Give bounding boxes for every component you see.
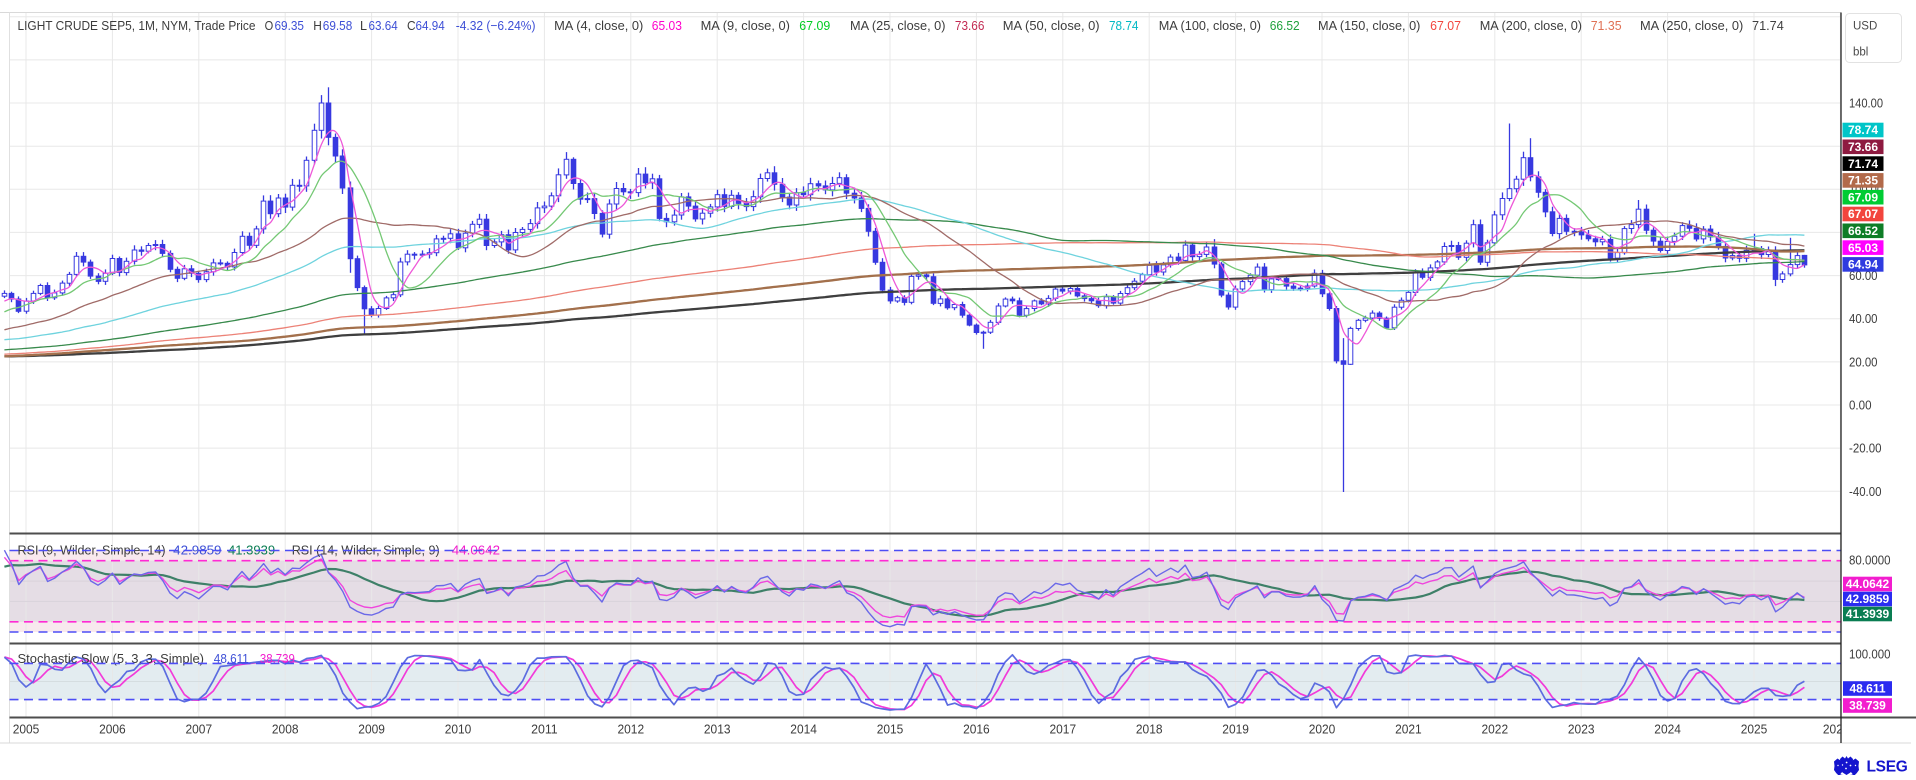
svg-text:-20.00: -20.00 <box>1849 441 1882 456</box>
svg-text:2025: 2025 <box>1741 722 1768 737</box>
svg-text:2019: 2019 <box>1222 722 1249 737</box>
svg-text:LIGHT CRUDE SEP5, 1M, NYM, Tra: LIGHT CRUDE SEP5, 1M, NYM, Trade Price <box>18 18 256 33</box>
svg-text:48.611: 48.611 <box>214 651 249 666</box>
svg-text:2018: 2018 <box>1136 722 1163 737</box>
svg-text:MA (25, close, 0): MA (25, close, 0) <box>850 18 946 33</box>
svg-text:38.739: 38.739 <box>1849 699 1886 713</box>
svg-text:71.74: 71.74 <box>1752 18 1784 33</box>
svg-text:78.74: 78.74 <box>1848 123 1878 137</box>
svg-text:USD: USD <box>1853 21 1877 33</box>
svg-text:73.66: 73.66 <box>955 18 985 33</box>
svg-text:LSEG: LSEG <box>1867 759 1910 776</box>
svg-text:2007: 2007 <box>186 722 213 737</box>
svg-text:64.94: 64.94 <box>1848 258 1878 272</box>
svg-text:80.0000: 80.0000 <box>1849 553 1891 568</box>
svg-text:64.94: 64.94 <box>416 18 445 33</box>
svg-text:2014: 2014 <box>790 722 817 737</box>
svg-text:MA (100, close, 0): MA (100, close, 0) <box>1159 18 1261 33</box>
svg-text:71.35: 71.35 <box>1591 18 1622 33</box>
svg-text:MA (200, close, 0): MA (200, close, 0) <box>1480 18 1582 33</box>
svg-text:2009: 2009 <box>358 722 385 737</box>
svg-text:2006: 2006 <box>99 722 126 737</box>
svg-text:2015: 2015 <box>877 722 904 737</box>
svg-text:41.3939: 41.3939 <box>1846 607 1890 621</box>
svg-text:2026: 2026 <box>1823 722 1850 737</box>
svg-text:MA (4, close, 0): MA (4, close, 0) <box>554 18 643 33</box>
svg-text:H: H <box>313 18 322 33</box>
svg-text:L: L <box>360 18 367 33</box>
svg-text:2010: 2010 <box>445 722 472 737</box>
svg-text:2011: 2011 <box>531 722 558 737</box>
svg-text:MA (150, close, 0): MA (150, close, 0) <box>1318 18 1420 33</box>
svg-text:67.09: 67.09 <box>799 18 830 33</box>
svg-text:42.9859: 42.9859 <box>1846 592 1890 606</box>
svg-text:2005: 2005 <box>13 722 40 737</box>
svg-text:2020: 2020 <box>1309 722 1336 737</box>
svg-text:bbl: bbl <box>1853 47 1868 59</box>
svg-text:RSI (9, Wilder, Simple, 14): RSI (9, Wilder, Simple, 14) <box>18 543 166 558</box>
svg-text:65.03: 65.03 <box>1848 241 1878 255</box>
svg-text:73.66: 73.66 <box>1848 140 1878 154</box>
svg-text:69.35: 69.35 <box>275 18 305 33</box>
svg-text:2021: 2021 <box>1395 722 1422 737</box>
svg-text:66.52: 66.52 <box>1270 18 1300 33</box>
svg-text:60.00: 60.00 <box>1849 268 1878 283</box>
svg-text:42.9859: 42.9859 <box>173 543 221 558</box>
svg-text:67.07: 67.07 <box>1848 207 1878 221</box>
svg-text:MA (50, close, 0): MA (50, close, 0) <box>1003 18 1100 33</box>
svg-text:63.64: 63.64 <box>369 18 398 33</box>
svg-text:2016: 2016 <box>963 722 990 737</box>
svg-text:2013: 2013 <box>704 722 731 737</box>
svg-text:O: O <box>265 18 274 33</box>
svg-text:Stochastic Slow (5, 3, 3, Simp: Stochastic Slow (5, 3, 3, Simple) <box>18 651 205 666</box>
svg-text:2017: 2017 <box>1050 722 1077 737</box>
svg-text:MA (250, close, 0): MA (250, close, 0) <box>1640 18 1743 33</box>
svg-text:78.74: 78.74 <box>1109 18 1139 33</box>
svg-text:41.3939: 41.3939 <box>228 543 275 558</box>
svg-text:65.03: 65.03 <box>652 18 682 33</box>
svg-text:2008: 2008 <box>272 722 299 737</box>
svg-text:67.07: 67.07 <box>1430 18 1461 33</box>
svg-text:38.739: 38.739 <box>260 651 295 666</box>
svg-text:0.00: 0.00 <box>1849 398 1872 413</box>
svg-text:2022: 2022 <box>1482 722 1509 737</box>
svg-text:C: C <box>407 18 416 33</box>
svg-text:71.74: 71.74 <box>1848 157 1878 171</box>
svg-text:2023: 2023 <box>1568 722 1595 737</box>
svg-text:-4.32 (−6.24%): -4.32 (−6.24%) <box>456 18 536 33</box>
svg-text:69.58: 69.58 <box>323 18 353 33</box>
svg-text:71.35: 71.35 <box>1848 174 1878 188</box>
svg-text:2024: 2024 <box>1654 722 1681 737</box>
svg-text:67.09: 67.09 <box>1848 190 1878 204</box>
svg-text:140.00: 140.00 <box>1849 96 1883 111</box>
svg-text:100.000: 100.000 <box>1849 647 1891 662</box>
svg-text:20.00: 20.00 <box>1849 354 1878 369</box>
svg-text:48.611: 48.611 <box>1849 682 1885 696</box>
svg-text:2012: 2012 <box>618 722 645 737</box>
svg-text:40.00: 40.00 <box>1849 311 1878 326</box>
svg-text:44.0642: 44.0642 <box>1846 577 1890 591</box>
svg-text:66.52: 66.52 <box>1848 224 1878 238</box>
svg-text:-40.00: -40.00 <box>1849 484 1882 499</box>
svg-text:MA (9, close, 0): MA (9, close, 0) <box>701 18 790 33</box>
